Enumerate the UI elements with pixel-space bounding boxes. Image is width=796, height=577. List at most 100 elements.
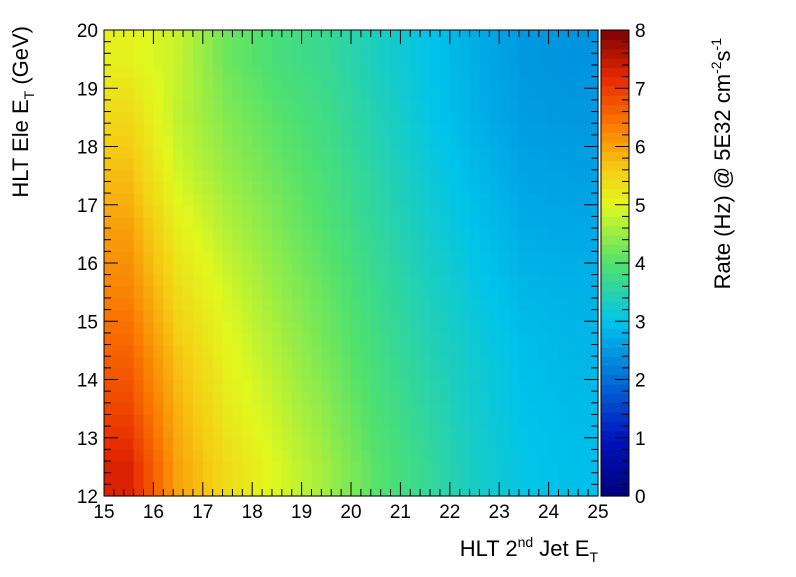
heatmap-cell <box>183 367 194 381</box>
heatmap-cell <box>311 99 322 113</box>
heatmap-cell <box>410 297 421 311</box>
heatmap-cell <box>104 391 115 404</box>
heatmap-cell <box>271 123 283 136</box>
heatmap-cell <box>479 158 490 171</box>
heatmap-cell <box>242 426 253 439</box>
heatmap-cell <box>183 123 194 136</box>
heatmap-cell <box>331 297 342 311</box>
heatmap-cell <box>459 484 471 497</box>
heatmap-cell <box>518 263 530 276</box>
heatmap-cell <box>212 30 224 43</box>
heatmap-cell <box>588 88 599 101</box>
heatmap-cell <box>380 239 392 252</box>
heatmap-cell <box>232 449 243 462</box>
heatmap-cell <box>301 263 313 276</box>
heatmap-cell <box>301 123 313 136</box>
heatmap-cell <box>351 99 362 113</box>
heatmap-cell <box>133 286 145 299</box>
heatmap-cell <box>143 158 154 171</box>
heatmap-cell <box>518 449 530 462</box>
heatmap-cell <box>183 228 194 241</box>
heatmap-cell <box>311 88 322 101</box>
heatmap-cell <box>291 41 303 54</box>
heatmap-cell <box>499 344 510 357</box>
heatmap-cell <box>538 274 550 287</box>
heatmap-cell <box>499 181 510 194</box>
heatmap-cell <box>479 449 490 462</box>
heatmap-cell <box>133 332 145 346</box>
heatmap-cell <box>370 426 382 439</box>
heatmap-cell <box>410 146 421 159</box>
heatmap-cell <box>538 414 550 427</box>
heatmap-cell <box>548 41 560 54</box>
heatmap-cell <box>143 344 154 357</box>
heatmap-cell <box>499 169 510 183</box>
heatmap-cell <box>242 251 253 264</box>
heatmap-cell <box>509 123 520 136</box>
heatmap-cell <box>489 76 500 89</box>
heatmap-cell <box>351 88 362 101</box>
heatmap-cell <box>479 169 490 183</box>
heatmap-cell <box>420 239 431 252</box>
heatmap-cell <box>449 251 461 264</box>
heatmap-cell <box>242 181 253 194</box>
heatmap-cell <box>143 88 154 101</box>
heatmap-cell <box>341 484 352 497</box>
heatmap-cell <box>548 379 560 392</box>
heatmap-cell <box>410 134 421 148</box>
heatmap-cell <box>113 88 125 101</box>
heatmap-cell <box>588 402 599 416</box>
heatmap-cell <box>538 146 550 159</box>
heatmap-cell <box>281 228 293 241</box>
heatmap-cell <box>459 239 471 252</box>
heatmap-cell <box>380 158 392 171</box>
heatmap-cell <box>113 332 125 346</box>
heatmap-cell <box>153 41 164 54</box>
heatmap-cell <box>489 309 500 322</box>
heatmap-cell <box>439 64 451 78</box>
heatmap-cell <box>509 437 520 450</box>
heatmap-cell <box>232 391 243 404</box>
heatmap-cell <box>459 274 471 287</box>
heatmap-cell <box>518 344 530 357</box>
heatmap-cell <box>400 181 411 194</box>
heatmap-cell <box>351 146 362 159</box>
heatmap-cell <box>291 169 303 183</box>
heatmap-cell <box>252 449 263 462</box>
heatmap-cell <box>262 111 273 124</box>
heatmap-cell <box>578 193 589 206</box>
heatmap-cell <box>123 297 135 311</box>
heatmap-cell <box>143 41 154 54</box>
heatmap-cell <box>291 181 303 194</box>
heatmap-cell <box>420 30 431 43</box>
heatmap-cell <box>390 263 401 276</box>
heatmap-cell <box>163 449 174 462</box>
heatmap-cell <box>548 30 560 43</box>
heatmap-cell <box>370 239 382 252</box>
heatmap-cell <box>271 88 283 101</box>
y-axis-title: HLT Ele ET (GeV) <box>8 26 37 198</box>
color-scale-segment <box>601 197 629 208</box>
heatmap-cell <box>252 251 263 264</box>
heatmap-cell <box>558 379 569 392</box>
heatmap-cell <box>242 297 253 311</box>
heatmap-cell <box>192 286 204 299</box>
heatmap-cell <box>558 146 569 159</box>
heatmap-cell <box>528 123 540 136</box>
heatmap-cell <box>420 88 431 101</box>
heatmap-cell <box>528 274 540 287</box>
heatmap-cell <box>153 437 164 450</box>
heatmap-cell <box>518 111 530 124</box>
heatmap-cell <box>351 437 362 450</box>
heatmap-cell <box>331 484 342 497</box>
heatmap-cell <box>568 263 579 276</box>
heatmap-cell <box>232 111 243 124</box>
heatmap-cell <box>568 402 579 416</box>
heatmap-cell <box>291 123 303 136</box>
heatmap-cell <box>489 344 500 357</box>
heatmap-cell <box>311 332 322 346</box>
heatmap-cell <box>242 216 253 229</box>
heatmap-cell <box>104 64 115 78</box>
heatmap-cell <box>271 193 283 206</box>
heatmap-cell <box>242 286 253 299</box>
